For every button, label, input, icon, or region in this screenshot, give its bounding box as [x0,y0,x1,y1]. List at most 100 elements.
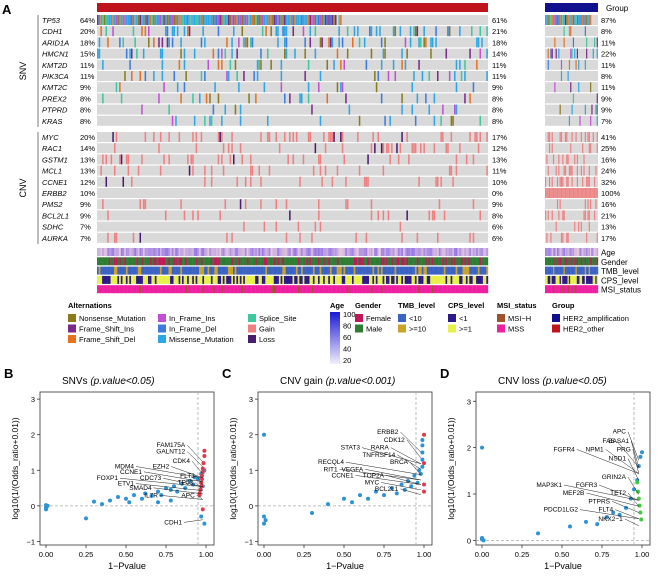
track-cell [438,266,441,275]
alteration-cell [115,132,118,142]
track-cell [227,285,230,294]
alteration-cell-amp [574,188,576,198]
alteration-cell-amp [592,188,594,198]
track-cell [102,257,104,266]
alteration-cell-amp [552,188,555,198]
track-cell [346,275,349,284]
track-cell [425,275,427,284]
point-label: CDK12 [384,437,405,444]
track-cell [134,257,137,266]
track-cell [438,257,441,266]
track-cell [267,248,269,256]
track-label: Gender [601,258,628,267]
label-leader-line [627,458,640,481]
track-cell [335,257,337,266]
data-point [481,538,486,543]
alteration-cell-amp [572,37,575,48]
alteration-cell [192,132,194,142]
track-cell [256,257,259,266]
alteration-cell [428,71,431,81]
alteration-cell [139,71,142,81]
track-cell [425,257,427,266]
track-cell [261,257,264,266]
track-cell [278,266,281,275]
track-cell [459,275,461,284]
alteration-cell [105,176,108,187]
track-cell [168,275,171,284]
track-cell [183,257,186,266]
track-cell-amp [594,248,596,256]
alteration-cell-amp [578,15,580,25]
alteration-cell [227,71,230,81]
track-cell [375,285,378,294]
gene-percent-her2-amp: 16% [601,200,616,209]
track-cell [233,257,235,266]
track-cell-amp [559,285,562,294]
alteration-cell [394,71,397,81]
gene-label: KMT2D [42,61,68,70]
alteration-cell [401,48,403,59]
track-cell [416,285,419,294]
alteration-cell [324,165,327,176]
data-point [480,445,484,450]
alteration-cell [389,154,391,165]
track-cell [426,285,429,294]
track-cell [273,285,276,294]
track-cell [442,266,444,275]
significant-point [200,470,205,475]
track-cell [416,248,419,256]
alteration-cell [409,37,412,48]
track-cell [193,285,196,294]
track-cell [263,285,266,294]
alteration-cell-amp [548,132,551,142]
alteration-cell-amp [583,188,585,198]
alteration-cell [455,165,458,176]
track-cell [216,266,218,275]
alteration-cell [331,15,334,25]
track-cell [251,266,254,275]
track-cell [139,275,142,284]
track-cell [357,257,359,266]
alteration-cell-amp [562,176,564,187]
track-cell [226,285,229,294]
track-cell [185,285,188,294]
track-cell [321,266,324,275]
track-label: MSI_status [601,286,641,295]
track-cell [107,266,110,275]
track-cell [304,248,307,256]
row-background [97,104,488,115]
alteration-cell [333,132,335,142]
alteration-cell-amp [564,188,567,198]
alteration-cell [102,59,104,70]
alteration-cell-amp [570,165,572,176]
alteration-cell [207,59,210,70]
alteration-cell [447,143,449,154]
alteration-cell [299,15,301,25]
track-cell [331,275,334,284]
track-cell [115,285,118,294]
track-cell [282,275,285,284]
track-cell [163,248,166,256]
track-cell [248,266,251,275]
alteration-cell [139,15,142,25]
track-cell [423,285,426,294]
alteration-cell-amp [580,132,582,142]
point-label: RARA [371,445,390,452]
alteration-cell [137,15,140,25]
track-cell-amp [583,275,585,284]
alteration-cell [112,15,114,25]
alteration-cell [338,15,340,25]
track-label: TMB_level [601,267,639,276]
track-cell [386,248,388,256]
alteration-cell-amp [588,188,590,198]
data-point [124,496,128,501]
track-cell [202,275,205,284]
alteration-cell [392,26,395,37]
alteration-cell [387,210,390,221]
alteration-cell [268,165,271,176]
alteration-cell-amp [596,104,598,115]
alteration-cell [120,154,123,165]
alteration-cell [127,15,130,25]
track-cell [98,275,101,284]
alteration-cell-amp [576,15,578,25]
